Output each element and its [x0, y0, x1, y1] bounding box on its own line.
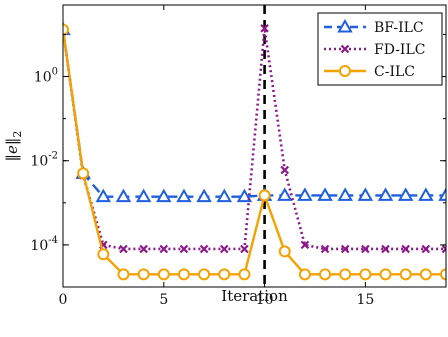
data-point	[219, 244, 229, 254]
y-axis-label: ‖e‖2	[3, 131, 24, 162]
data-point	[139, 244, 148, 254]
data-point	[176, 188, 192, 203]
data-point	[156, 188, 172, 203]
x-tick-label: 5	[159, 292, 168, 308]
plot-area	[63, 5, 446, 287]
data-point	[359, 268, 372, 281]
data-point	[198, 268, 211, 281]
data-point	[238, 268, 251, 281]
data-point	[260, 23, 269, 33]
legend-item-fd-ilc: FD-ILC	[324, 42, 425, 58]
legend-box	[317, 12, 443, 86]
data-point	[137, 268, 150, 281]
data-point	[196, 188, 212, 203]
legend: BF-ILC FD-ILC C-ILC	[317, 12, 443, 86]
data-point	[320, 244, 330, 254]
data-point	[317, 187, 333, 201]
data-point	[418, 187, 434, 201]
y-tick-label: 100	[34, 67, 58, 86]
data-point	[381, 244, 390, 254]
data-point	[441, 244, 446, 254]
data-point	[97, 248, 110, 261]
data-point	[135, 188, 152, 203]
data-point	[337, 18, 353, 33]
data-point	[119, 244, 128, 254]
data-point	[236, 188, 253, 203]
data-point	[339, 65, 351, 77]
y-tick-label: 10-2	[30, 151, 58, 170]
data-point	[298, 268, 311, 281]
data-point	[401, 244, 410, 254]
data-point	[117, 268, 130, 281]
data-point	[159, 244, 169, 254]
x-tick-label: 0	[59, 292, 68, 308]
data-point	[216, 188, 232, 203]
data-point	[218, 268, 231, 281]
ticks: 0 5 10 15 100 10-2 10-4	[30, 5, 446, 308]
data-point	[115, 188, 132, 203]
data-point	[280, 165, 290, 175]
data-point	[340, 44, 350, 54]
data-point	[357, 187, 374, 201]
data-point	[337, 187, 353, 201]
legend-item-bf-ilc: BF-ILC	[324, 18, 424, 36]
data-point	[95, 188, 112, 203]
data-point	[419, 268, 432, 281]
data-point	[177, 268, 190, 281]
data-point	[199, 244, 209, 254]
series-c-ilc	[63, 23, 446, 281]
data-point	[438, 187, 446, 201]
data-point	[157, 268, 170, 281]
series-line	[63, 26, 446, 251]
data-point	[297, 187, 313, 201]
data-point	[399, 268, 412, 281]
legend-item-c-ilc: C-ILC	[324, 64, 415, 80]
x-tick-label: 10	[256, 292, 274, 308]
data-point	[278, 245, 291, 258]
data-point	[258, 189, 271, 202]
data-point	[240, 244, 249, 254]
data-point	[379, 268, 392, 281]
data-point	[421, 244, 431, 254]
data-point	[361, 244, 370, 254]
data-point	[63, 23, 69, 36]
data-point	[277, 187, 293, 201]
legend-label: BF-ILC	[374, 20, 424, 36]
data-point	[77, 167, 90, 180]
data-point	[339, 268, 352, 281]
data-point	[397, 187, 414, 201]
x-tick-label: 15	[356, 292, 374, 308]
data-point	[319, 268, 332, 281]
data-point	[440, 268, 446, 281]
data-point	[340, 244, 350, 254]
axes-frame	[62, 4, 447, 288]
legend-label: C-ILC	[374, 64, 415, 80]
x-axis-label: Iteration	[221, 287, 288, 305]
data-point	[300, 240, 310, 250]
series-fd-ilc	[63, 23, 446, 254]
y-tick-label: 10-4	[30, 235, 58, 254]
data-point	[377, 187, 394, 201]
legend-label: FD-ILC	[374, 42, 425, 58]
data-point	[179, 244, 189, 254]
